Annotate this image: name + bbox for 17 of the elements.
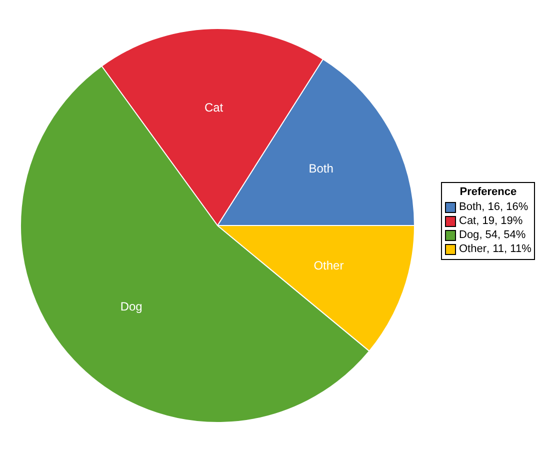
slice-label: Both (308, 162, 334, 176)
legend-item: Other, 11, 11% (445, 242, 532, 257)
data-label: , 16, 16% (482, 200, 528, 215)
slice-label: Dog (120, 299, 142, 314)
slice-label: Cat (204, 100, 224, 114)
data-label: , 11, 11% (486, 242, 532, 257)
legend-title: Preference (458, 185, 518, 200)
legend-label: Dog (459, 228, 480, 243)
slice-label: Other (314, 258, 344, 273)
legend-item: Both, 16, 16% (445, 200, 532, 215)
data-label: , 19, 19% (476, 214, 523, 229)
legend-item: Dog, 54, 54% (445, 228, 532, 243)
legend-label: Both (459, 200, 482, 215)
legend-label: Other (459, 242, 487, 257)
legend-label: Cat (459, 214, 476, 229)
data-label: , 54, 54% (479, 228, 526, 243)
legend-item: Cat, 19, 19% (445, 214, 532, 229)
